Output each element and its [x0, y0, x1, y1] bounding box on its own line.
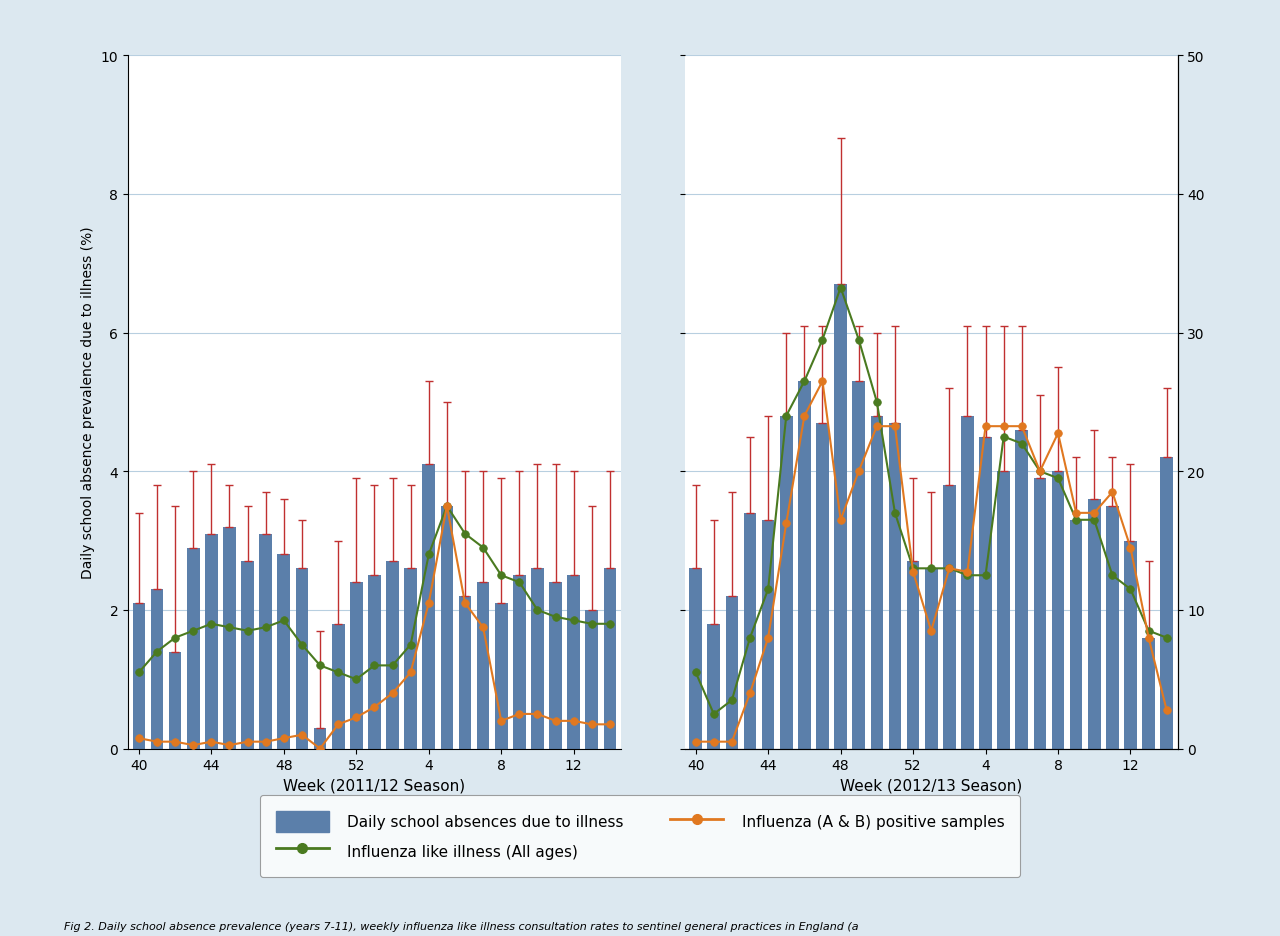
Bar	[549, 582, 562, 749]
Bar	[458, 596, 471, 749]
Bar	[852, 382, 865, 749]
Bar	[1161, 458, 1172, 749]
Bar	[1052, 472, 1065, 749]
Bar	[422, 465, 435, 749]
X-axis label: Week (2012/13 Season): Week (2012/13 Season)	[840, 778, 1023, 793]
Text: Fig 2. Daily school absence prevalence (years 7-11), weekly influenza like illne: Fig 2. Daily school absence prevalence (…	[64, 921, 859, 931]
Bar	[744, 513, 756, 749]
Bar	[726, 596, 739, 749]
Bar	[296, 569, 308, 749]
Bar	[979, 437, 992, 749]
Bar	[133, 604, 145, 749]
Bar	[835, 285, 847, 749]
Bar	[151, 590, 164, 749]
Bar	[925, 569, 937, 749]
Bar	[314, 728, 326, 749]
Bar	[567, 576, 580, 749]
Bar	[797, 382, 810, 749]
Bar	[169, 651, 182, 749]
Bar	[906, 562, 919, 749]
Bar	[349, 582, 362, 749]
Legend: Daily school absences due to illness, Influenza like illness (All ages), Influen: Daily school absences due to illness, In…	[260, 796, 1020, 877]
Bar	[531, 569, 544, 749]
Bar	[961, 417, 974, 749]
Bar	[780, 417, 792, 749]
Bar	[476, 582, 489, 749]
Bar	[1106, 506, 1119, 749]
Bar	[762, 520, 774, 749]
Bar	[708, 624, 721, 749]
Bar	[404, 569, 417, 749]
Bar	[260, 534, 273, 749]
Bar	[997, 472, 1010, 749]
Bar	[1033, 478, 1046, 749]
Bar	[870, 417, 883, 749]
Bar	[187, 548, 200, 749]
Bar	[223, 527, 236, 749]
Bar	[369, 576, 380, 749]
Bar	[1124, 541, 1137, 749]
Bar	[943, 486, 956, 749]
Bar	[205, 534, 218, 749]
Bar	[1088, 500, 1101, 749]
Bar	[585, 610, 598, 749]
Bar	[888, 423, 901, 749]
Y-axis label: Daily school absence prevalence due to illness (%): Daily school absence prevalence due to i…	[81, 227, 95, 578]
Bar	[241, 562, 253, 749]
Bar	[690, 569, 701, 749]
Bar	[278, 555, 291, 749]
Bar	[387, 562, 399, 749]
Bar	[817, 423, 829, 749]
Bar	[1142, 638, 1155, 749]
Bar	[513, 576, 526, 749]
X-axis label: Week (2011/12 Season): Week (2011/12 Season)	[283, 778, 466, 793]
Bar	[1015, 431, 1028, 749]
Bar	[604, 569, 616, 749]
Bar	[495, 604, 508, 749]
Bar	[440, 506, 453, 749]
Bar	[1070, 520, 1083, 749]
Bar	[332, 624, 344, 749]
